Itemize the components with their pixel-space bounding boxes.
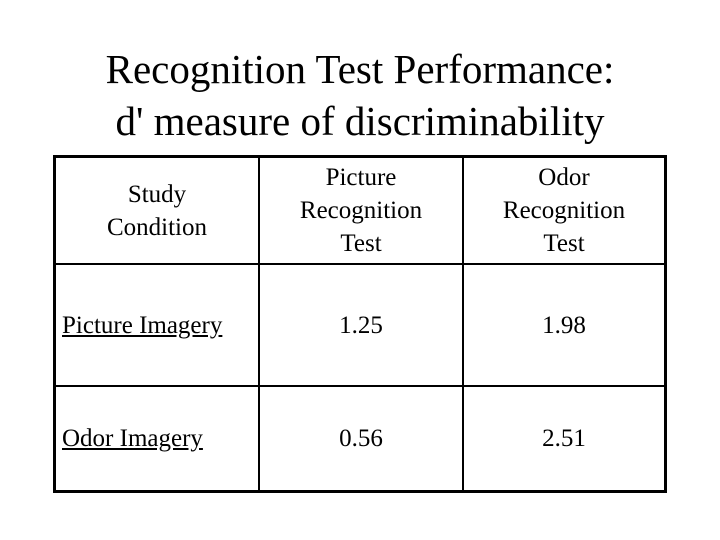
header-cell: Study Condition	[56, 158, 258, 263]
value-text: 0.56	[339, 425, 383, 452]
header-cell: Picture Recognition Test	[260, 158, 462, 263]
value-text: 2.51	[542, 425, 586, 452]
header-cell: Odor Recognition Test	[464, 158, 664, 263]
column-rule	[462, 158, 464, 490]
row-rule	[56, 263, 664, 265]
title-line: Recognition Test Performance:	[105, 46, 615, 92]
header-text: Test	[340, 230, 382, 257]
header-text: Recognition	[299, 197, 423, 224]
header-text: Odor	[538, 164, 590, 191]
table: Study Condition Picture Recognition Test Odor…	[53, 155, 667, 493]
header-text: Recognition	[502, 197, 626, 224]
header-text: Condition	[106, 213, 207, 241]
row-label-cell: Picture Imagery	[56, 265, 258, 385]
title-line: d' measure of discriminability	[115, 98, 605, 144]
value-cell: 1.25	[260, 265, 462, 385]
row-label-cell: Odor Imagery	[56, 387, 258, 490]
value-text: 1.98	[542, 311, 586, 339]
header-text: Picture	[325, 164, 397, 191]
header-text: Test	[543, 230, 585, 257]
row-label: Odor Imagery	[62, 425, 203, 452]
header-text: Study	[127, 180, 187, 208]
row-rule	[56, 385, 664, 387]
value-text: 1.25	[339, 311, 383, 339]
value-cell: 0.56	[260, 387, 462, 490]
column-rule	[258, 158, 260, 490]
value-cell: 1.98	[464, 265, 664, 385]
row-label: Picture Imagery	[62, 311, 223, 339]
value-cell: 2.51	[464, 387, 664, 490]
